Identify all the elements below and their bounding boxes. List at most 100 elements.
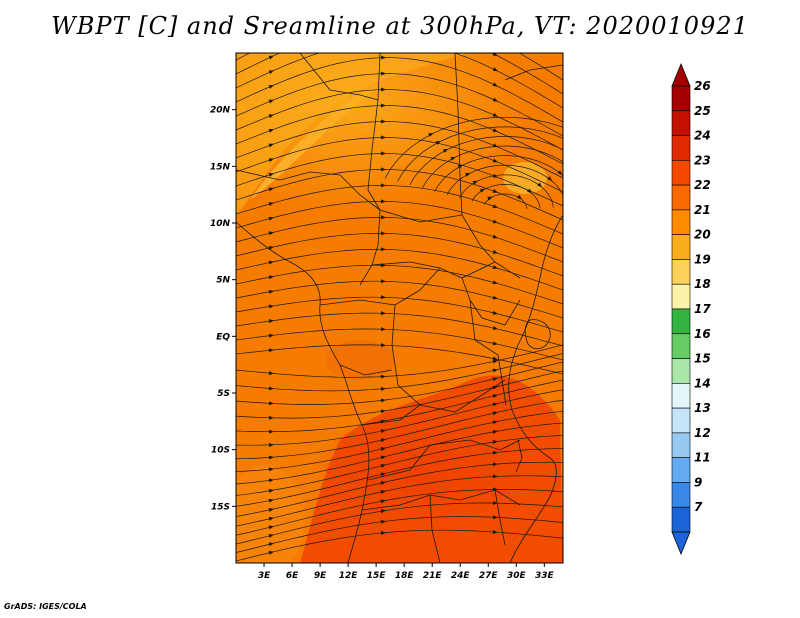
- streamline-arrow: [380, 295, 386, 300]
- border-16: [504, 64, 563, 81]
- streamline: [236, 389, 563, 446]
- streamline: [409, 136, 563, 185]
- streamline-arrow: [268, 319, 274, 324]
- streamline-arrow: [380, 489, 386, 494]
- streamline-arrow: [465, 172, 471, 177]
- streamline-arrow: [268, 525, 274, 530]
- streamline-arrow: [380, 481, 386, 485]
- lon-tick-label: 9E: [314, 571, 327, 581]
- streamline: [236, 312, 563, 347]
- colorbar-swatch: [671, 506, 691, 533]
- border-4: [379, 209, 463, 223]
- streamline: [236, 379, 563, 433]
- wbpt-south-core: [310, 415, 530, 525]
- streamline-arrow: [578, 158, 584, 164]
- streamline-arrow: [380, 279, 386, 284]
- colorbar-swatch: [671, 333, 691, 359]
- streamline-arrow: [492, 377, 498, 382]
- streamline-arrow: [547, 176, 553, 182]
- colorbar-swatch: [671, 283, 691, 310]
- lon-tick-label: 3E: [258, 571, 271, 581]
- streamline: [236, 370, 563, 419]
- streamline: [236, 422, 563, 485]
- streamline-arrow: [268, 55, 274, 60]
- streamline-arrow: [268, 231, 274, 236]
- streamline-arrow: [380, 374, 386, 379]
- streamline-arrow: [268, 129, 274, 133]
- grads-credit: GrADS: IGES/COLA: [4, 602, 87, 611]
- lon-tick-label: 18E: [395, 571, 415, 581]
- colorbar-swatch: [671, 407, 691, 434]
- streamline: [236, 201, 563, 249]
- streamline-arrow: [380, 447, 386, 451]
- streamline: [236, 435, 563, 496]
- colorbar-swatch: [671, 482, 691, 508]
- border-12: [361, 489, 521, 511]
- streamline: [434, 155, 563, 192]
- streamline: [236, 344, 563, 378]
- streamline-arrow: [268, 246, 274, 250]
- streamline-arrow: [492, 385, 498, 390]
- streamline-arrow: [268, 542, 274, 547]
- lake-malawi: [515, 439, 523, 473]
- streamline-arrow: [380, 71, 386, 76]
- colorbar-label: 21: [694, 203, 711, 217]
- streamline-arrow: [492, 234, 498, 239]
- streamline-arrow: [268, 114, 274, 119]
- streamline: [236, 399, 563, 460]
- streamline: [471, 184, 541, 209]
- streamline: [236, 448, 563, 507]
- streamline: [236, 328, 563, 361]
- streamline-arrow: [492, 420, 498, 425]
- streamline-arrow: [567, 164, 573, 170]
- streamline-arrow: [268, 143, 274, 148]
- streamline-arrow: [380, 199, 386, 204]
- colorbar-top-arrow: [671, 62, 691, 87]
- colorbar-label: 26: [694, 79, 711, 93]
- wbpt-gradient-north: [236, 53, 563, 253]
- streamline-arrow: [487, 196, 493, 201]
- colorbar-bottom-arrow: [671, 531, 691, 556]
- wbpt-southwest-cool: [236, 465, 305, 563]
- streamline-arrow: [526, 188, 532, 194]
- border-5: [371, 261, 521, 279]
- streamline-arrow: [428, 133, 434, 137]
- streamline-arrow: [492, 515, 498, 520]
- streamline-arrow: [492, 450, 498, 455]
- streamline-arrow: [492, 97, 498, 102]
- lat-tick-label: 5N: [216, 276, 230, 286]
- streamline-arrow: [380, 151, 386, 156]
- colorbar-label: 16: [694, 327, 711, 341]
- streamline-arrow: [492, 341, 498, 346]
- streamline-arrow: [598, 145, 604, 151]
- streamline-arrow: [381, 24, 386, 28]
- streamline: [236, 461, 563, 517]
- streamline: [236, 475, 563, 527]
- lake-tanganyika: [497, 354, 507, 406]
- streamlines: [236, 24, 604, 562]
- colorbar-swatch: [671, 135, 691, 161]
- streamline-arrow: [268, 216, 274, 221]
- border-13: [429, 494, 441, 563]
- streamline-arrow: [492, 249, 498, 254]
- lat-tick-label: 5S: [217, 389, 230, 399]
- border-1: [236, 169, 381, 211]
- colorbar-swatch: [671, 234, 691, 260]
- colorbar-label: 22: [694, 178, 711, 192]
- streamline-arrow: [380, 464, 386, 468]
- colorbar-swatch: [671, 383, 691, 409]
- streamline-arrow: [268, 550, 274, 555]
- border-17: [299, 53, 379, 101]
- streamline: [236, 233, 563, 277]
- lon-tick-label: 30E: [507, 571, 527, 581]
- streamline-arrow: [268, 304, 274, 309]
- streamline-arrow: [380, 311, 386, 316]
- streamline-arrow: [492, 402, 498, 407]
- lat-tick-label: 10S: [211, 446, 230, 456]
- streamline-arrow: [269, 39, 275, 45]
- streamline-arrow: [268, 371, 274, 376]
- border-10: [361, 404, 421, 426]
- colorbar-swatch: [671, 85, 691, 112]
- streamline-arrow: [492, 394, 498, 398]
- border-11: [367, 439, 521, 481]
